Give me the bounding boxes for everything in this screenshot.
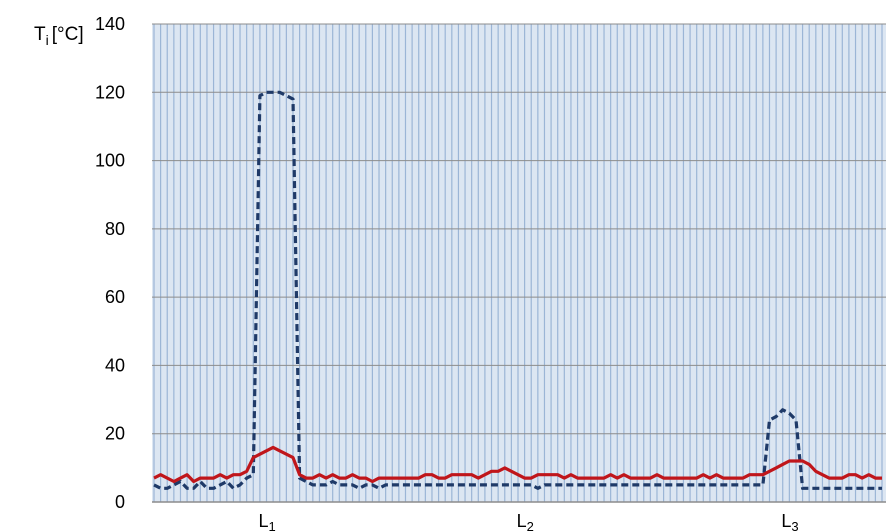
y-tick-label: 60 bbox=[105, 287, 125, 307]
plot-background bbox=[152, 24, 886, 502]
y-axis-label: Ti [°C] bbox=[34, 24, 84, 48]
y-tick-label: 140 bbox=[95, 14, 125, 34]
series-line-2 bbox=[153, 445, 882, 484]
series-line-1 bbox=[153, 90, 882, 490]
vertical-gridlines bbox=[153, 24, 883, 502]
y-tick-label: 20 bbox=[105, 424, 125, 444]
y-tick-label: 120 bbox=[95, 82, 125, 102]
y-axis-label-main: T bbox=[34, 24, 46, 45]
y-tick-label: 40 bbox=[105, 355, 125, 375]
horizontal-gridlines bbox=[152, 23, 886, 435]
x-category-label: L1 bbox=[259, 511, 276, 532]
y-tick-labels: 0 20 40 60 80 100 120 140 bbox=[95, 14, 125, 512]
y-tick-label: 80 bbox=[105, 219, 125, 239]
x-category-label: L2 bbox=[517, 511, 534, 532]
series-lines bbox=[153, 90, 882, 490]
y-tick-label: 100 bbox=[95, 151, 125, 171]
y-axis-label-unit: [°C] bbox=[52, 24, 84, 45]
y-axis-label-sub: i bbox=[46, 32, 49, 48]
x-category-labels: L1 L2 L3 bbox=[259, 511, 799, 532]
x-category-label: L3 bbox=[781, 511, 798, 532]
y-tick-label: 0 bbox=[115, 492, 125, 512]
